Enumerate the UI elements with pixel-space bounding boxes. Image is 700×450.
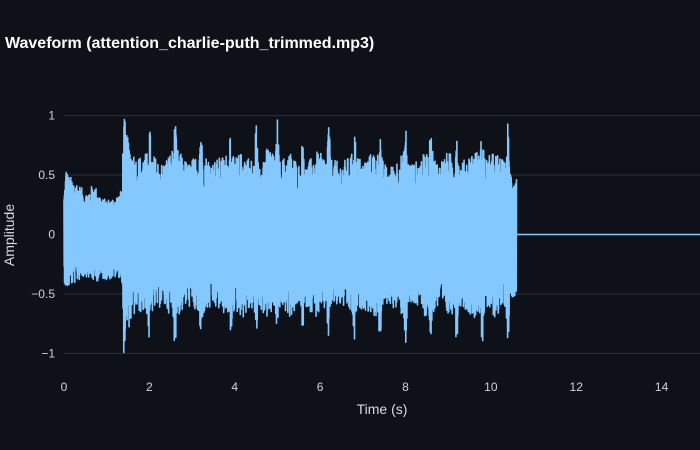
y-tick-label: 0.5 (38, 168, 55, 182)
x-tick-label: 0 (61, 380, 68, 394)
x-tick-label: 8 (402, 380, 409, 394)
x-tick-label: 2 (146, 380, 153, 394)
x-tick-label: 4 (231, 380, 238, 394)
x-tick-label: 12 (570, 380, 584, 394)
y-tick-label: 0 (48, 228, 55, 242)
waveform-line (63, 118, 700, 354)
x-tick-label: 10 (484, 380, 498, 394)
y-axis-label: Amplitude (1, 204, 17, 266)
y-tick-label: −1 (41, 346, 55, 360)
waveform-layer (63, 118, 700, 354)
y-tick-label: 1 (48, 109, 55, 123)
x-tick-label: 6 (317, 380, 324, 394)
y-tick-label: −0.5 (31, 287, 55, 301)
tick-layer: 1 0.5 0 −0.5 −1 0 2 4 6 8 10 12 14 (31, 109, 668, 394)
chart-title: Waveform (attention_charlie-puth_trimmed… (5, 35, 375, 52)
x-tick-label: 14 (655, 380, 669, 394)
x-axis-label: Time (s) (357, 401, 408, 417)
